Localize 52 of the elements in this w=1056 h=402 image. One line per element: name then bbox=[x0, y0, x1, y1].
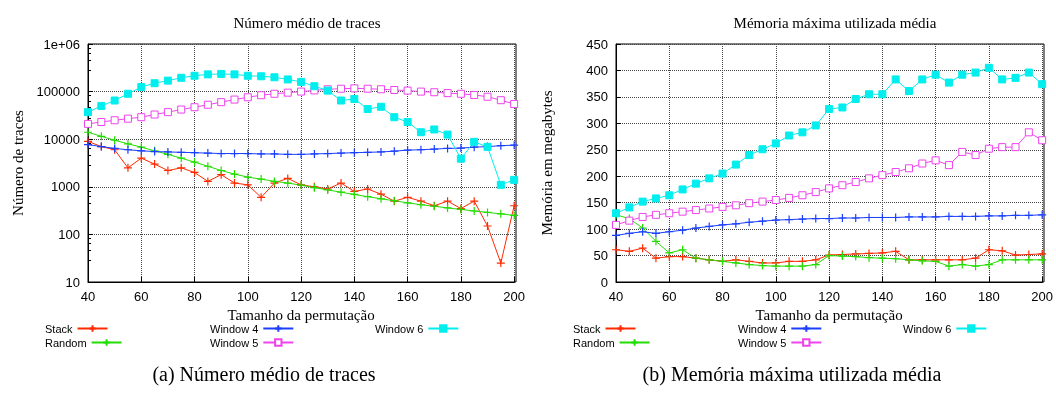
x-tick-label: 80 bbox=[715, 289, 730, 304]
y-tick-label: 350 bbox=[586, 89, 608, 105]
legend-label: Random bbox=[573, 336, 615, 349]
x-tick-label: 40 bbox=[80, 289, 96, 304]
chart-title: Número médio de traces bbox=[233, 14, 381, 31]
text: (b) Memória máxima utilizada média bbox=[642, 363, 942, 386]
y-tick-label: 10000 bbox=[43, 131, 80, 147]
x-tick-label: 140 bbox=[343, 289, 366, 304]
y-axis-title: Número de traces bbox=[10, 109, 27, 216]
y-tick-label: 100 bbox=[58, 226, 80, 242]
y-tick-label: 400 bbox=[586, 62, 608, 78]
x-tick-label: 140 bbox=[871, 289, 894, 304]
x-tick-label: 180 bbox=[450, 289, 472, 304]
x-tick-label: 160 bbox=[396, 289, 419, 304]
legend-label: Window 4 bbox=[738, 322, 787, 335]
x-tick-label: 40 bbox=[608, 289, 624, 304]
legend-label: Window 4 bbox=[210, 322, 259, 335]
x-tick-label: 200 bbox=[1031, 289, 1054, 304]
y-tick-label: 250 bbox=[586, 142, 608, 158]
legend-label: Random bbox=[45, 336, 87, 349]
x-tick-label: 120 bbox=[818, 289, 840, 304]
y-tick-label: 0 bbox=[600, 274, 608, 290]
x-tick-label: 100 bbox=[764, 289, 787, 304]
x-tick-label: 200 bbox=[503, 289, 526, 304]
y-tick-label: 450 bbox=[586, 36, 608, 52]
x-axis-title: Tamanho da permutação bbox=[227, 307, 375, 324]
x-tick-label: 80 bbox=[187, 289, 202, 304]
chart-title: Mémoria máxima utilizada média bbox=[733, 14, 937, 31]
x-tick-label: 60 bbox=[662, 289, 677, 304]
y-tick-label: 200 bbox=[586, 168, 608, 184]
x-tick-label: 100 bbox=[236, 289, 259, 304]
y-tick-label: 1e+06 bbox=[43, 36, 80, 52]
legend-label: Stack bbox=[45, 322, 74, 335]
y-tick-label: 10 bbox=[65, 274, 80, 290]
legend-label: Stack bbox=[573, 322, 602, 335]
y-tick-label: 100000 bbox=[36, 84, 80, 100]
x-tick-label: 120 bbox=[290, 289, 312, 304]
x-tick-label: 180 bbox=[978, 289, 1000, 304]
y-axis-title: Memória em megabytes bbox=[538, 90, 555, 236]
y-tick-label: 150 bbox=[586, 195, 608, 211]
x-axis-title: Tamanho da permutação bbox=[755, 307, 903, 324]
legend-label: Window 5 bbox=[738, 336, 787, 349]
legend-label: Window 6 bbox=[375, 322, 424, 335]
text: (a) Número médio de traces bbox=[152, 363, 376, 386]
y-tick-label: 1000 bbox=[51, 179, 80, 195]
legend-label: Window 5 bbox=[210, 336, 259, 349]
x-tick-label: 160 bbox=[924, 289, 947, 304]
legend-label: Window 6 bbox=[903, 322, 952, 335]
y-tick-label: 100 bbox=[586, 221, 608, 237]
x-tick-label: 60 bbox=[134, 289, 149, 304]
y-tick-label: 300 bbox=[586, 115, 608, 131]
y-tick-label: 50 bbox=[593, 248, 608, 264]
